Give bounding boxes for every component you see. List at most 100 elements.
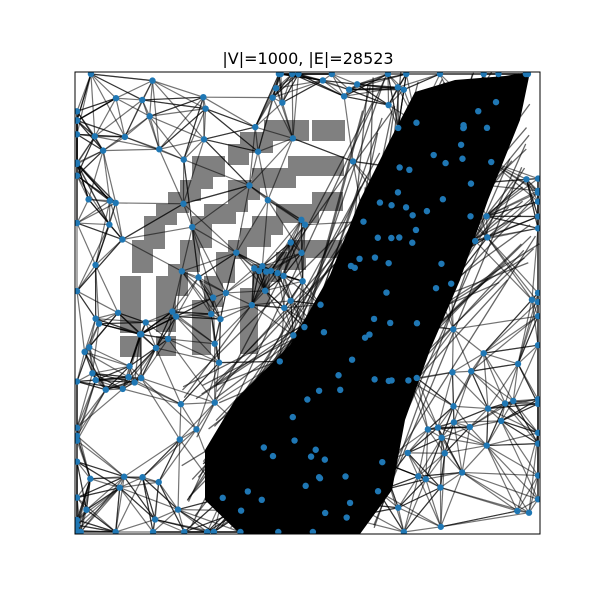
- graph-node: [99, 147, 107, 154]
- graph-edge: [123, 476, 156, 520]
- graph-edge: [261, 219, 302, 267]
- graph-edge: [483, 292, 539, 354]
- graph-node: [258, 496, 265, 504]
- graph-edge: [76, 389, 107, 442]
- graph-edge: [292, 73, 300, 139]
- graph-node: [320, 328, 328, 336]
- graph-node: [356, 255, 363, 263]
- graph-node: [260, 444, 268, 451]
- graph-edge: [84, 351, 129, 378]
- graph-node: [210, 294, 217, 301]
- graph-node: [302, 482, 309, 490]
- graph-edge-long: [253, 159, 448, 428]
- graph-edge: [88, 198, 123, 240]
- graph-node: [217, 315, 224, 323]
- graph-edge: [183, 184, 250, 205]
- graph-edge: [427, 429, 446, 454]
- graph-edge-long: [190, 177, 367, 526]
- graph-node: [288, 72, 296, 78]
- graph-node: [87, 72, 95, 78]
- graph-node: [155, 478, 162, 486]
- graph-edge: [441, 421, 455, 439]
- graph-edge: [179, 404, 182, 440]
- graph-edge: [119, 481, 159, 489]
- graph-node: [251, 265, 258, 272]
- graph-edge: [95, 379, 123, 390]
- graph-node: [534, 213, 540, 220]
- graph-edge: [181, 270, 212, 315]
- graph-edge: [115, 202, 123, 240]
- graph-edge: [128, 347, 157, 378]
- graph-node: [534, 225, 540, 232]
- graph-edge-long: [230, 235, 532, 529]
- graph-edge: [182, 139, 205, 204]
- graph-edge-long: [314, 132, 379, 431]
- graph-node: [523, 176, 530, 183]
- graph-edge: [283, 275, 285, 308]
- graph-node: [174, 506, 182, 513]
- graph-edge: [407, 452, 427, 480]
- graph-node: [370, 315, 378, 323]
- graph-node: [395, 124, 402, 132]
- graph-edge: [95, 376, 129, 381]
- graph-node: [83, 506, 90, 513]
- graph-edge: [276, 272, 285, 309]
- graph-node: [75, 108, 81, 115]
- graph-edge: [483, 344, 539, 354]
- graph-edge: [90, 73, 153, 82]
- graph-edge: [516, 475, 539, 512]
- graph-edge: [90, 73, 143, 101]
- graph-edge: [171, 271, 183, 312]
- graph-edge: [76, 389, 107, 429]
- graph-edge: [76, 199, 90, 224]
- graph-node: [200, 136, 208, 143]
- graph-node: [119, 385, 126, 393]
- graph-edge: [470, 370, 514, 402]
- graph-node: [112, 94, 120, 102]
- graph-edge-long: [347, 253, 405, 532]
- graph-node: [102, 386, 110, 393]
- graph-edge: [281, 73, 293, 103]
- graph-node: [534, 429, 540, 437]
- graph-edge: [76, 461, 88, 510]
- graph-edge: [517, 315, 539, 365]
- graph-edge: [76, 478, 91, 521]
- graph-edge: [155, 311, 173, 349]
- graph-edge-long: [362, 73, 474, 505]
- graph-edge: [115, 202, 184, 205]
- graph-edge: [76, 162, 90, 200]
- graph-edge: [225, 267, 255, 294]
- graph-edge: [504, 403, 539, 444]
- graph-edge: [149, 108, 206, 117]
- graph-node: [328, 72, 336, 78]
- graph-edge: [235, 185, 250, 253]
- graph-node: [437, 484, 444, 491]
- graph-edge: [500, 403, 539, 422]
- graph-edge: [155, 316, 177, 349]
- graph-edge-long: [346, 106, 396, 447]
- graph-node: [402, 204, 410, 211]
- graph-edge: [261, 200, 269, 267]
- graph-node: [301, 323, 308, 331]
- graph-edge-long: [360, 72, 402, 459]
- graph-node: [457, 141, 465, 148]
- graph-edge: [119, 487, 154, 533]
- graph-edge: [397, 89, 405, 129]
- graph-edge: [181, 270, 214, 299]
- graph-edge: [500, 420, 539, 476]
- graph-edge: [461, 471, 518, 512]
- graph-node: [483, 124, 491, 132]
- graph-edge: [183, 203, 237, 254]
- graph-node: [472, 237, 479, 245]
- graph-node: [534, 496, 540, 503]
- graph-node: [75, 516, 81, 524]
- graph-edge: [517, 498, 539, 512]
- graph-node: [75, 172, 81, 179]
- graph-edge: [94, 97, 117, 137]
- graph-edge: [119, 487, 156, 520]
- graph-node: [244, 488, 252, 495]
- graph-edge: [105, 365, 130, 391]
- graph-edge: [251, 270, 260, 306]
- graph-node: [176, 436, 183, 443]
- graph-edge: [195, 362, 220, 430]
